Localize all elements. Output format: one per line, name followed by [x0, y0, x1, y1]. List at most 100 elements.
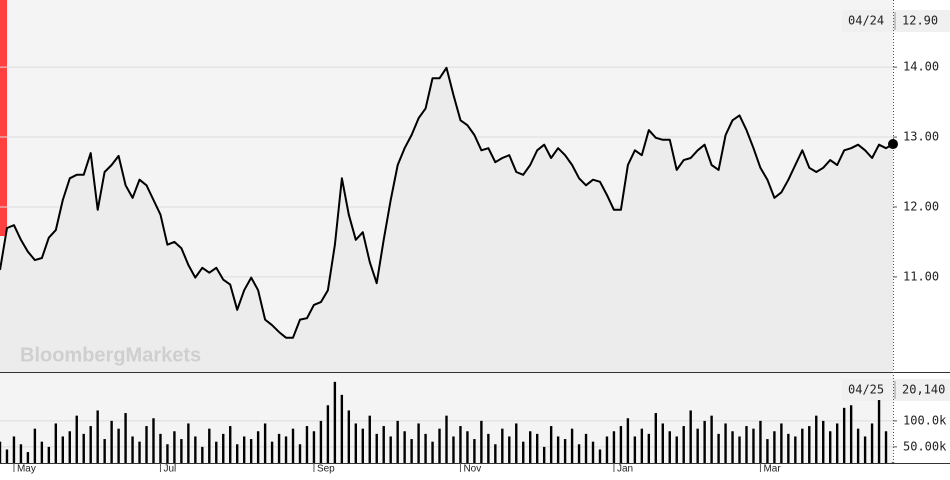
- volume-bar: [724, 423, 727, 463]
- volume-bar: [842, 407, 846, 463]
- volume-bar: [305, 426, 309, 463]
- volume-bar: [0, 441, 2, 463]
- volume-bar: [780, 423, 783, 463]
- volume-bar: [535, 433, 539, 463]
- volume-bar: [689, 410, 692, 463]
- volume-bar: [822, 420, 825, 463]
- x-tick-label: Mar: [763, 464, 781, 475]
- volume-bar: [515, 423, 518, 463]
- volume-bar: [829, 431, 832, 463]
- volume-bar: [12, 436, 16, 463]
- volume-bar: [131, 436, 134, 463]
- volume-bar: [696, 428, 699, 463]
- volume-bar: [452, 436, 455, 463]
- volume-bar: [417, 423, 420, 463]
- volume-bar: [333, 381, 337, 463]
- volume-bar: [284, 436, 288, 463]
- y-tick-label: 12.00: [903, 199, 939, 213]
- volume-bar: [835, 423, 839, 463]
- volume-bar: [173, 431, 176, 463]
- y-tick-label: 11.00: [903, 269, 939, 283]
- volume-bar: [403, 431, 406, 463]
- last-price-label: 12.90: [902, 14, 938, 28]
- volume-bar: [808, 426, 811, 463]
- volume-bar: [766, 439, 769, 463]
- volume-bar: [19, 444, 23, 463]
- volume-bar: [382, 426, 385, 463]
- volume-bar: [647, 433, 651, 463]
- x-tick-label: May: [17, 464, 36, 475]
- volume-bar: [884, 431, 888, 463]
- volume-bar: [619, 426, 623, 463]
- volume-bar: [870, 423, 874, 463]
- volume-bar: [745, 426, 748, 463]
- volume-bar: [529, 431, 532, 463]
- volume-bar: [668, 431, 671, 463]
- volume-bar: [605, 436, 609, 463]
- volume-bar: [480, 420, 483, 463]
- volume-bar: [863, 436, 867, 463]
- volume-bar: [347, 410, 351, 463]
- volume-bar: [361, 428, 364, 463]
- volume-bar: [717, 433, 720, 463]
- last-volume-date: 04/25: [848, 383, 884, 397]
- volume-bar: [801, 428, 804, 463]
- volume-bar: [815, 415, 818, 463]
- last-volume-box: [842, 379, 950, 401]
- volume-bar: [96, 410, 99, 463]
- volume-bar: [368, 415, 371, 463]
- volume-bar: [738, 436, 741, 463]
- volume-bar: [759, 420, 762, 463]
- last-price-dot: [888, 139, 898, 150]
- volume-bar: [459, 426, 462, 463]
- volume-bar: [633, 436, 637, 463]
- volume-bar: [675, 436, 678, 463]
- volume-bar: [236, 444, 239, 463]
- volume-bar: [145, 426, 148, 463]
- last-price-box: [842, 10, 950, 32]
- y2-tick-label: 50.00k: [903, 439, 947, 453]
- volume-bar: [577, 444, 581, 463]
- volume-bar: [326, 405, 330, 463]
- volume-bar: [438, 428, 441, 463]
- volume-bar: [431, 441, 434, 463]
- volume-bar: [542, 446, 546, 463]
- volume-bar: [54, 423, 58, 463]
- volume-bar: [26, 452, 30, 463]
- volume-bar: [445, 415, 448, 463]
- volume-bar: [5, 449, 9, 463]
- volume-bar: [375, 433, 378, 463]
- volume-bar: [396, 420, 399, 463]
- volume-bar: [424, 433, 427, 463]
- volume-bar: [598, 449, 602, 463]
- volume-bar: [654, 413, 657, 463]
- volume-bar: [291, 428, 295, 463]
- volume-bar: [194, 436, 197, 463]
- y2-tick-label: 100.0k: [903, 413, 947, 427]
- volume-bar: [103, 439, 106, 463]
- volume-bar: [40, 441, 44, 463]
- volume-bar: [773, 431, 776, 463]
- volume-bar: [487, 433, 490, 463]
- volume-bar: [75, 415, 78, 463]
- volume-bar: [849, 405, 853, 463]
- volume-bar: [794, 436, 797, 463]
- volume-bar: [249, 439, 253, 463]
- volume-bar: [682, 426, 685, 463]
- volume-bar: [752, 428, 755, 463]
- volume-bar: [138, 441, 141, 463]
- volume-bar: [180, 439, 183, 463]
- volume-bar: [117, 428, 120, 463]
- volume-bar: [166, 444, 169, 463]
- volume-bar: [298, 444, 302, 463]
- volume-bar: [187, 423, 190, 463]
- volume-bar: [508, 436, 511, 463]
- volume-bar: [661, 423, 664, 463]
- volume-bar: [522, 441, 525, 463]
- marker-strip: [0, 0, 7, 236]
- x-tick-label: Sep: [317, 464, 335, 475]
- volume-bar: [277, 433, 281, 463]
- volume-bar: [152, 418, 155, 463]
- volume-bar: [208, 428, 211, 463]
- volume-bar: [501, 428, 504, 463]
